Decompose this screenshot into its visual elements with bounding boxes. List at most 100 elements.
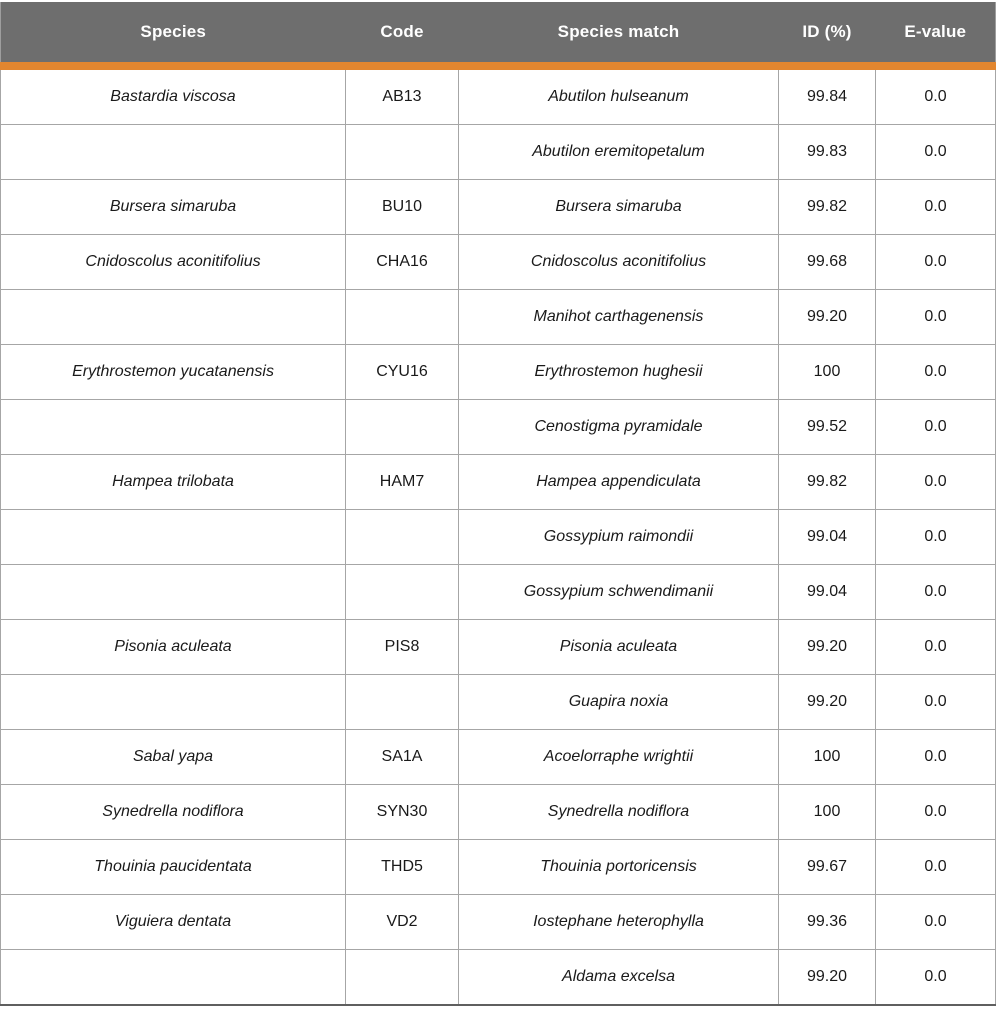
table-header-row: Species Code Species match ID (%) E-valu… [0, 2, 996, 70]
species-match-cell: Abutilon hulseanum [458, 65, 779, 125]
species-match-cell: Hampea appendiculata [458, 454, 779, 510]
code-cell: SYN30 [345, 784, 459, 840]
evalue-cell: 0.0 [875, 784, 996, 840]
evalue-cell: 0.0 [875, 839, 996, 895]
id-percent-cell: 99.84 [778, 65, 876, 125]
evalue-cell: 0.0 [875, 509, 996, 565]
species-cell [0, 564, 346, 620]
evalue-cell: 0.0 [875, 894, 996, 950]
table-row: Gossypium raimondii 99.04 0.0 [0, 509, 996, 565]
table-row: Abutilon eremitopetalum 99.83 0.0 [0, 124, 996, 180]
table-row: Manihot carthagenensis 99.20 0.0 [0, 289, 996, 345]
header-id-percent: ID (%) [778, 2, 876, 70]
species-cell: Synedrella nodiflora [0, 784, 346, 840]
evalue-cell: 0.0 [875, 234, 996, 290]
species-cell: Pisonia aculeata [0, 619, 346, 675]
table-row: Gossypium schwendimanii 99.04 0.0 [0, 564, 996, 620]
code-cell: AB13 [345, 65, 459, 125]
species-match-cell: Guapira noxia [458, 674, 779, 730]
table-row: Cenostigma pyramidale 99.52 0.0 [0, 399, 996, 455]
code-cell [345, 399, 459, 455]
species-match-cell: Cenostigma pyramidale [458, 399, 779, 455]
code-cell [345, 949, 459, 1006]
evalue-cell: 0.0 [875, 179, 996, 235]
code-cell: HAM7 [345, 454, 459, 510]
code-cell: THD5 [345, 839, 459, 895]
table-header: Species Code Species match ID (%) E-valu… [0, 2, 996, 70]
id-percent-cell: 100 [778, 344, 876, 400]
species-cell [0, 399, 346, 455]
id-percent-cell: 99.04 [778, 509, 876, 565]
species-cell [0, 124, 346, 180]
species-cell [0, 674, 346, 730]
evalue-cell: 0.0 [875, 674, 996, 730]
species-match-cell: Synedrella nodiflora [458, 784, 779, 840]
species-cell: Viguiera dentata [0, 894, 346, 950]
id-percent-cell: 99.20 [778, 619, 876, 675]
table-row: Thouinia paucidentata THD5 Thouinia portor… [0, 839, 996, 895]
evalue-cell: 0.0 [875, 729, 996, 785]
id-percent-cell: 99.82 [778, 454, 876, 510]
species-cell: Cnidoscolus aconitifolius [0, 234, 346, 290]
id-percent-cell: 100 [778, 729, 876, 785]
evalue-cell: 0.0 [875, 289, 996, 345]
table-row: Hampea trilobata HAM7 Hampea appendiculata… [0, 454, 996, 510]
table-row: Pisonia aculeata PIS8 Pisonia aculeata 99.2… [0, 619, 996, 675]
table-row: Cnidoscolus aconitifolius CHA16 Cnidoscolu… [0, 234, 996, 290]
species-cell: Bastardia viscosa [0, 65, 346, 125]
species-cell: Erythrostemon yucatanensis [0, 344, 346, 400]
id-percent-cell: 99.20 [778, 289, 876, 345]
evalue-cell: 0.0 [875, 949, 996, 1006]
evalue-cell: 0.0 [875, 564, 996, 620]
id-percent-cell: 99.36 [778, 894, 876, 950]
id-percent-cell: 99.20 [778, 949, 876, 1006]
code-cell: VD2 [345, 894, 459, 950]
header-code: Code [345, 2, 459, 70]
code-cell [345, 124, 459, 180]
code-cell: BU10 [345, 179, 459, 235]
evalue-cell: 0.0 [875, 65, 996, 125]
evalue-cell: 0.0 [875, 344, 996, 400]
species-cell [0, 289, 346, 345]
species-match-cell: Pisonia aculeata [458, 619, 779, 675]
table-row: Guapira noxia 99.20 0.0 [0, 674, 996, 730]
table-row: Erythrostemon yucatanensis CYU16 Erythrost… [0, 344, 996, 400]
id-percent-cell: 99.20 [778, 674, 876, 730]
header-evalue: E-value [875, 2, 996, 70]
evalue-cell: 0.0 [875, 399, 996, 455]
species-match-cell: Acoelorraphe wrightii [458, 729, 779, 785]
species-cell: Thouinia paucidentata [0, 839, 346, 895]
species-match-cell: Cnidoscolus aconitifolius [458, 234, 779, 290]
code-cell: CYU16 [345, 344, 459, 400]
id-percent-cell: 99.82 [778, 179, 876, 235]
header-species: Species [0, 2, 346, 70]
code-cell [345, 509, 459, 565]
code-cell: PIS8 [345, 619, 459, 675]
table-row: Aldama excelsa 99.20 0.0 [0, 949, 996, 1006]
species-cell [0, 949, 346, 1006]
code-cell [345, 674, 459, 730]
species-match-cell: Erythrostemon hughesii [458, 344, 779, 400]
id-percent-cell: 100 [778, 784, 876, 840]
code-cell: CHA16 [345, 234, 459, 290]
table-row: Sabal yapa SA1A Acoelorraphe wrightii 100 0.… [0, 729, 996, 785]
species-match-cell: Gossypium schwendimanii [458, 564, 779, 620]
id-percent-cell: 99.83 [778, 124, 876, 180]
header-species-match: Species match [458, 2, 779, 70]
species-cell: Bursera simaruba [0, 179, 346, 235]
evalue-cell: 0.0 [875, 454, 996, 510]
code-cell: SA1A [345, 729, 459, 785]
species-match-cell: Abutilon eremitopetalum [458, 124, 779, 180]
species-cell [0, 509, 346, 565]
table-body: Bastardia viscosa AB13 Abutilon hulseanum 9… [0, 65, 996, 1006]
species-cell: Sabal yapa [0, 729, 346, 785]
species-match-cell: Bursera simaruba [458, 179, 779, 235]
species-match-cell: Thouinia portoricensis [458, 839, 779, 895]
table-row: Viguiera dentata VD2 Iostephane heterophyl… [0, 894, 996, 950]
id-percent-cell: 99.68 [778, 234, 876, 290]
id-percent-cell: 99.67 [778, 839, 876, 895]
evalue-cell: 0.0 [875, 124, 996, 180]
table-row: Bastardia viscosa AB13 Abutilon hulseanum 9… [0, 65, 996, 125]
species-match-cell: Manihot carthagenensis [458, 289, 779, 345]
